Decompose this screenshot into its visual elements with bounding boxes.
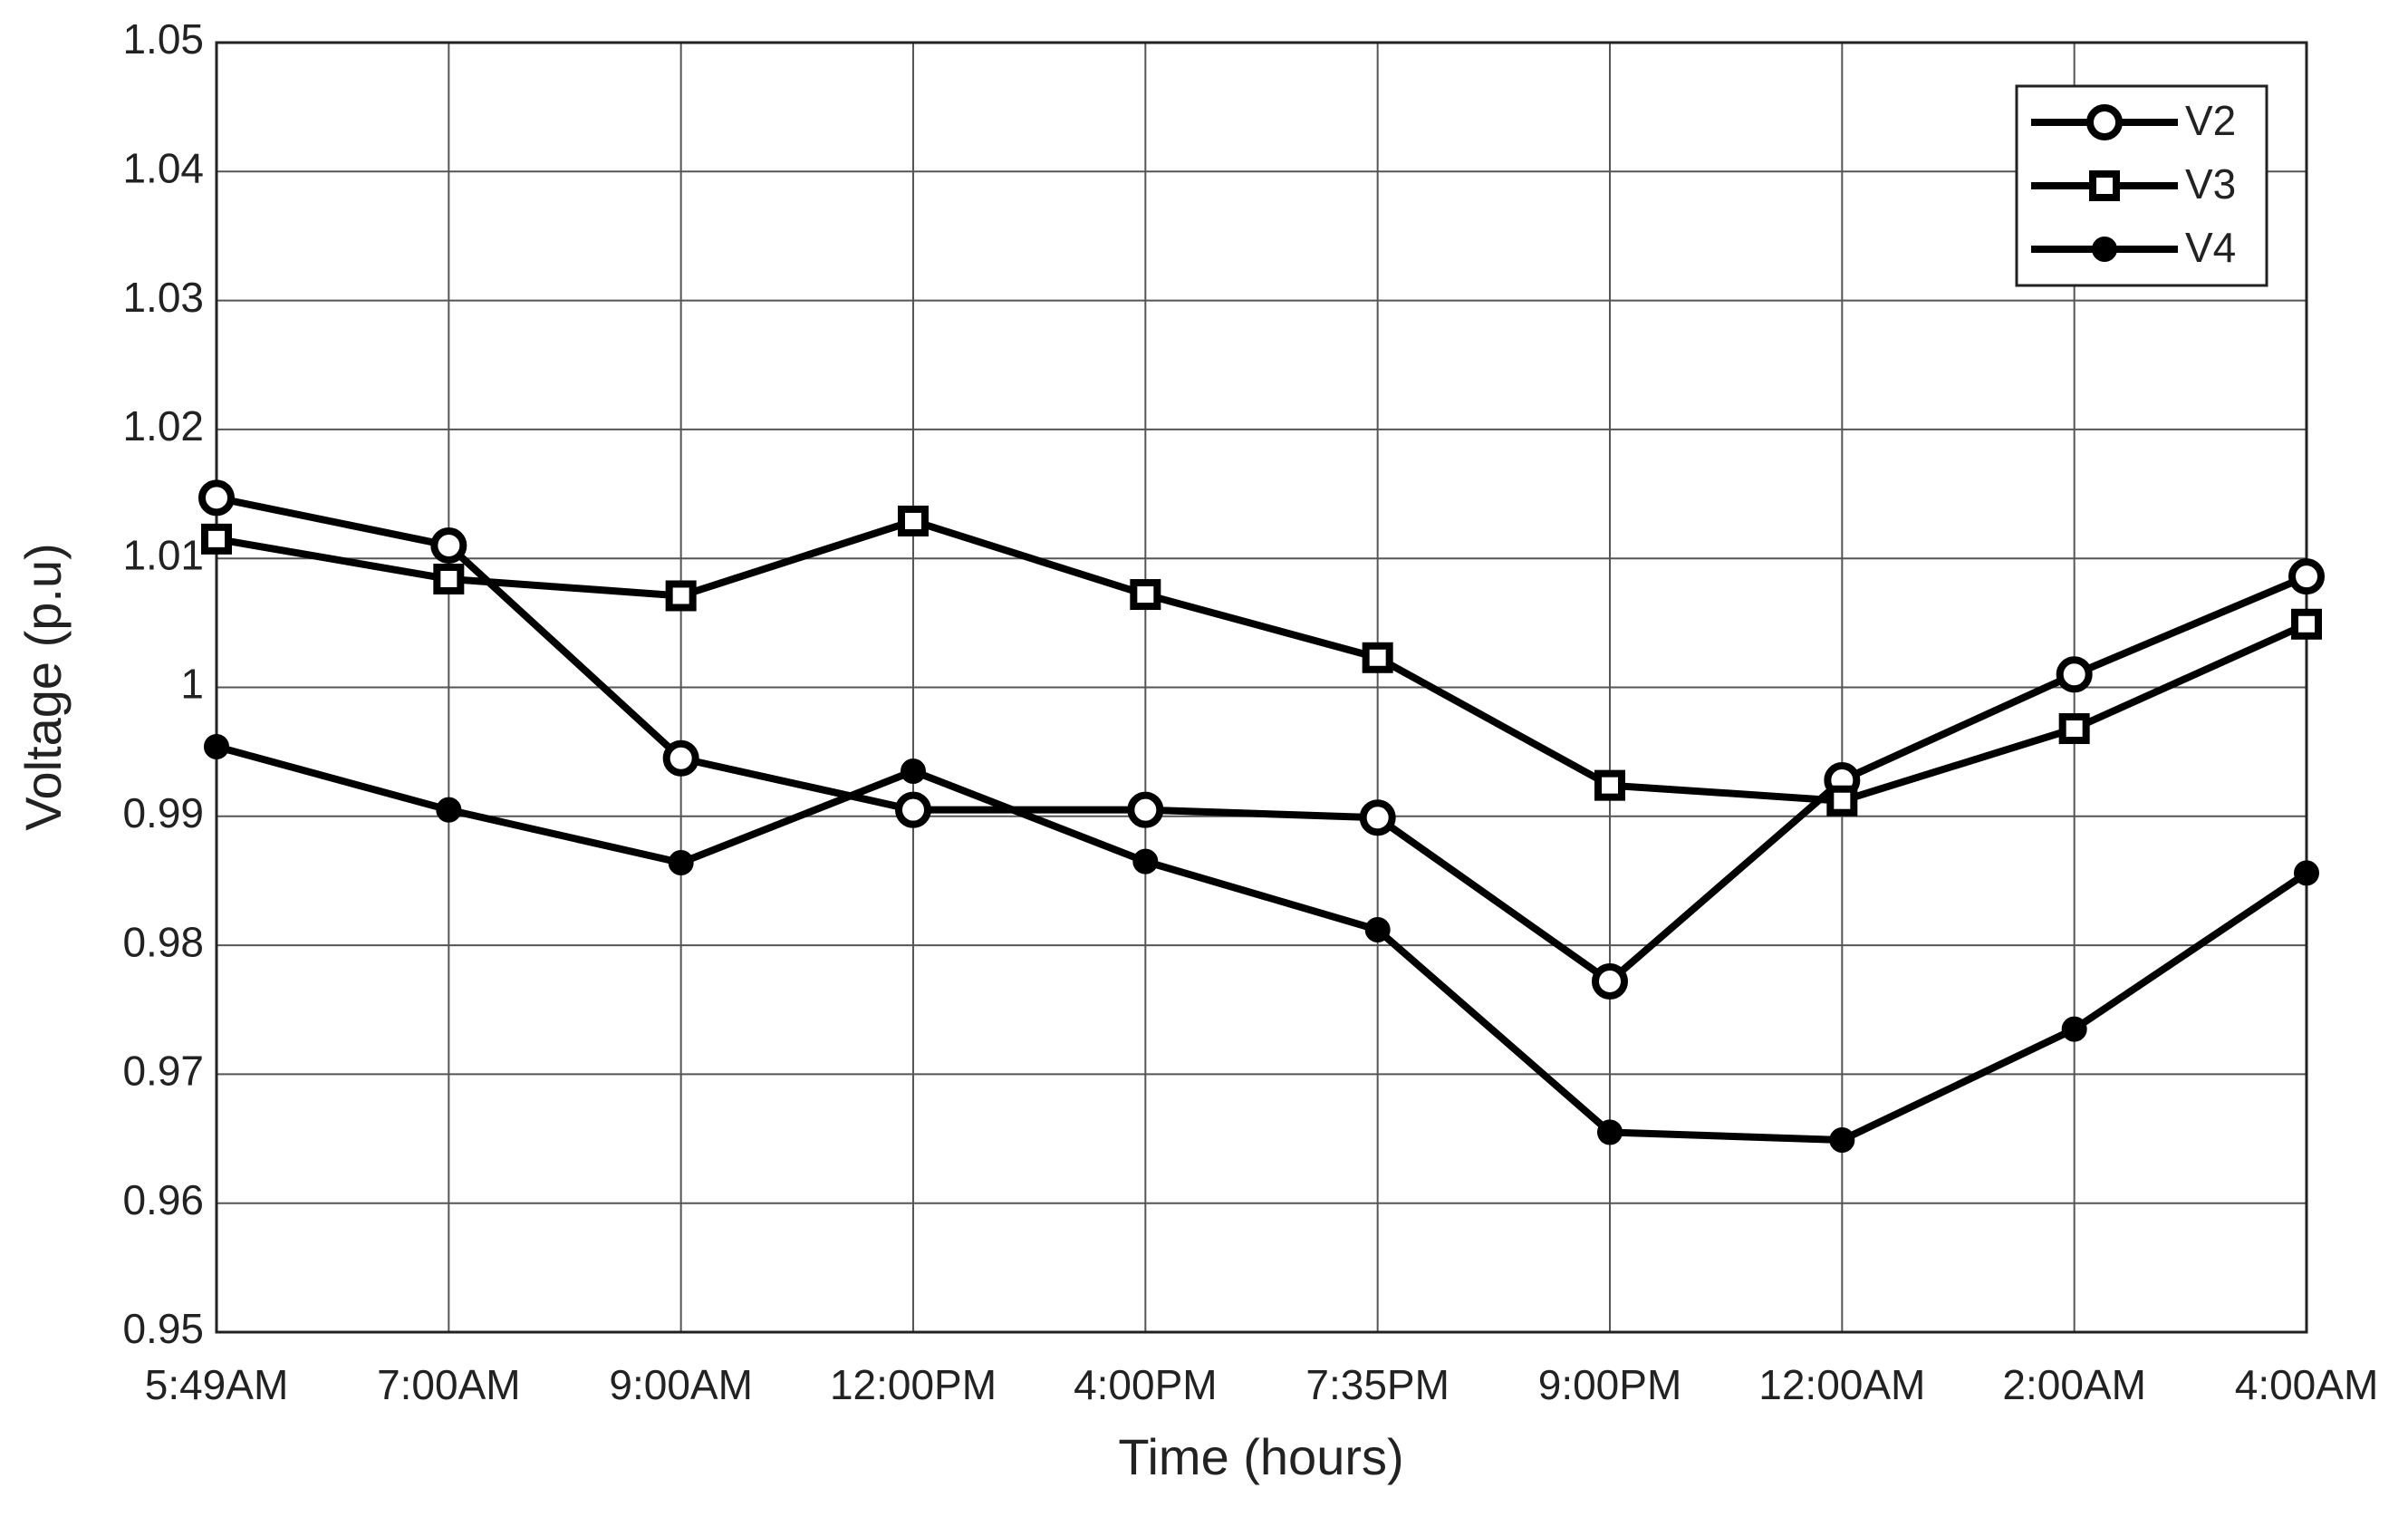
y-tick-label: 1 (180, 661, 204, 708)
plot-frame (215, 41, 2308, 1334)
y-tick-label: 0.95 (122, 1305, 204, 1352)
marker (2058, 713, 2090, 745)
marker (901, 758, 926, 784)
marker (436, 797, 462, 823)
y-tick-label: 0.98 (122, 918, 204, 965)
x-tick-label: 9:00AM (609, 1361, 753, 1408)
marker (1592, 962, 1628, 1000)
series-line (215, 743, 2309, 1144)
series-line (216, 517, 2308, 805)
marker (2061, 1016, 2087, 1042)
x-tick-label: 12:00PM (830, 1361, 997, 1408)
marker (2092, 237, 2117, 262)
marker (1127, 791, 1164, 828)
marker (2089, 170, 2120, 201)
marker (1130, 579, 1161, 611)
legend-label: V2 (2185, 97, 2236, 144)
marker (430, 527, 467, 564)
y-tick-label: 0.96 (122, 1176, 204, 1223)
y-axis-title: Voltage (p.u) (14, 543, 72, 831)
x-tick-label: 12:00AM (1758, 1361, 1925, 1408)
marker (198, 479, 235, 517)
x-tick-label: 9:00PM (1538, 1361, 1682, 1408)
marker (1597, 1119, 1623, 1145)
marker (1362, 642, 1393, 673)
x-tick-label: 7:35PM (1305, 1361, 1450, 1408)
marker (895, 791, 931, 828)
y-tick-label: 1.02 (122, 402, 204, 449)
marker (1359, 799, 1396, 836)
marker (662, 739, 699, 777)
y-tick-label: 1.03 (122, 274, 204, 321)
x-tick-label: 7:00AM (377, 1361, 521, 1408)
marker (2056, 656, 2093, 693)
marker (204, 733, 229, 759)
marker (1829, 1126, 1855, 1153)
x-tick-label: 4:00AM (2235, 1361, 2379, 1408)
legend-label: V3 (2185, 160, 2236, 208)
x-axis-title: Time (hours) (1118, 1428, 1403, 1485)
y-tick-label: 1.05 (122, 15, 204, 63)
marker (1826, 785, 1858, 816)
y-tick-label: 0.99 (122, 789, 204, 836)
y-tick-label: 0.97 (122, 1048, 204, 1095)
x-tick-label: 5:49AM (145, 1361, 289, 1408)
marker (2291, 608, 2322, 640)
x-tick-label: 4:00PM (1074, 1361, 1218, 1408)
marker (201, 523, 232, 555)
marker (1132, 848, 1159, 874)
marker (2086, 104, 2123, 140)
marker (665, 580, 697, 612)
legend-label: V4 (2185, 224, 2236, 271)
marker (2294, 860, 2319, 886)
marker (668, 850, 694, 876)
x-tick-label: 2:00AM (2002, 1361, 2146, 1408)
y-tick-label: 1.04 (122, 144, 204, 191)
marker (1594, 769, 1625, 801)
marker (433, 563, 465, 594)
legend: V2 V3 V4 (2015, 84, 2268, 287)
marker (1364, 917, 1391, 943)
y-tick-label: 1.01 (122, 531, 204, 578)
marker (2288, 558, 2325, 595)
marker (898, 505, 929, 536)
series-line (216, 494, 2308, 985)
